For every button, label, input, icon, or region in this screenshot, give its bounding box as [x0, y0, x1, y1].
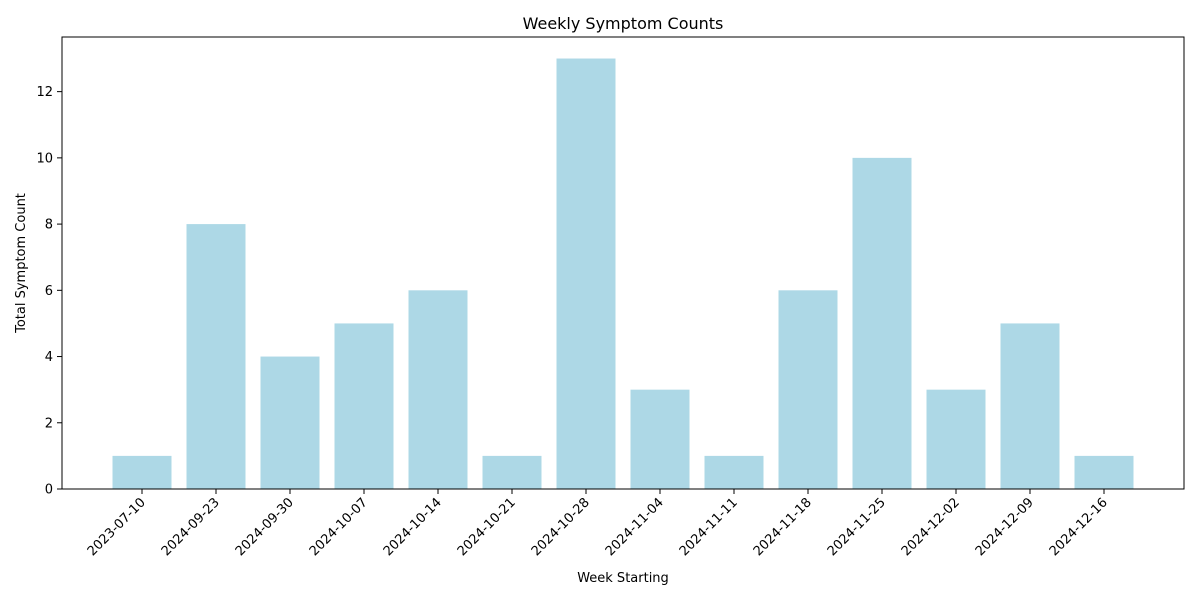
x-tick-label-2024-12-16: 2024-12-16: [1047, 495, 1111, 559]
chart-title: Weekly Symptom Counts: [523, 14, 724, 33]
x-tick-label-2024-11-11: 2024-11-11: [677, 495, 741, 559]
x-tick-label-2024-11-04: 2024-11-04: [603, 495, 667, 559]
x-tick-label-2024-10-07: 2024-10-07: [307, 495, 371, 559]
y-tick-label-6: 6: [45, 284, 53, 299]
bar-2024-12-02: [926, 389, 986, 489]
x-tick-label-2024-10-14: 2024-10-14: [381, 495, 445, 559]
x-tick-label-2024-09-30: 2024-09-30: [233, 495, 297, 559]
x-tick-label-2024-10-21: 2024-10-21: [455, 495, 519, 559]
x-axis-label: Week Starting: [577, 571, 669, 586]
bar-2024-11-18: [778, 290, 838, 489]
bar-2024-11-25: [852, 157, 912, 489]
bar-2024-09-23: [186, 224, 246, 490]
y-axis: 0 2 4 6 8 10 12: [36, 85, 62, 498]
y-tick-label-12: 12: [36, 85, 53, 100]
bar-2024-10-28: [556, 58, 616, 490]
x-tick-label-2024-12-09: 2024-12-09: [973, 495, 1037, 559]
bar-2024-10-14: [408, 290, 468, 489]
x-tick-label-2024-11-18: 2024-11-18: [751, 495, 815, 559]
y-tick-label-4: 4: [45, 350, 53, 365]
bar-2024-11-11: [704, 455, 764, 489]
y-tick-label-8: 8: [45, 218, 53, 233]
bar-2024-09-30: [260, 356, 320, 489]
y-tick-label-2: 2: [45, 416, 53, 431]
x-tick-label-2024-12-02: 2024-12-02: [899, 495, 963, 559]
x-axis: 2023-07-10 2024-09-23 2024-09-30 2024-10-07…: [85, 489, 1111, 559]
y-axis-label: Total Symptom Count: [14, 193, 29, 334]
y-tick-label-0: 0: [45, 483, 53, 498]
x-tick-label-2024-10-28: 2024-10-28: [529, 495, 593, 559]
x-tick-label-2024-09-23: 2024-09-23: [159, 495, 223, 559]
bar-2024-12-16: [1074, 455, 1134, 489]
y-tick-label-10: 10: [36, 151, 53, 166]
x-tick-label-2023-07-10: 2023-07-10: [85, 495, 149, 559]
bar-2023-07-10: [112, 455, 172, 489]
bar-2024-10-21: [482, 455, 542, 489]
bars-group: [112, 58, 1134, 490]
bar-2024-10-07: [334, 323, 394, 489]
plot-frame: [61, 36, 1185, 490]
bar-2024-12-09: [1000, 323, 1060, 489]
x-tick-label-2024-11-25: 2024-11-25: [825, 495, 889, 559]
bar-2024-11-04: [630, 389, 690, 489]
